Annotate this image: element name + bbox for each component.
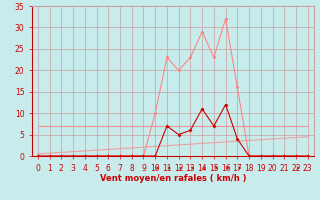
X-axis label: Vent moyen/en rafales ( km/h ): Vent moyen/en rafales ( km/h ) [100,174,246,183]
